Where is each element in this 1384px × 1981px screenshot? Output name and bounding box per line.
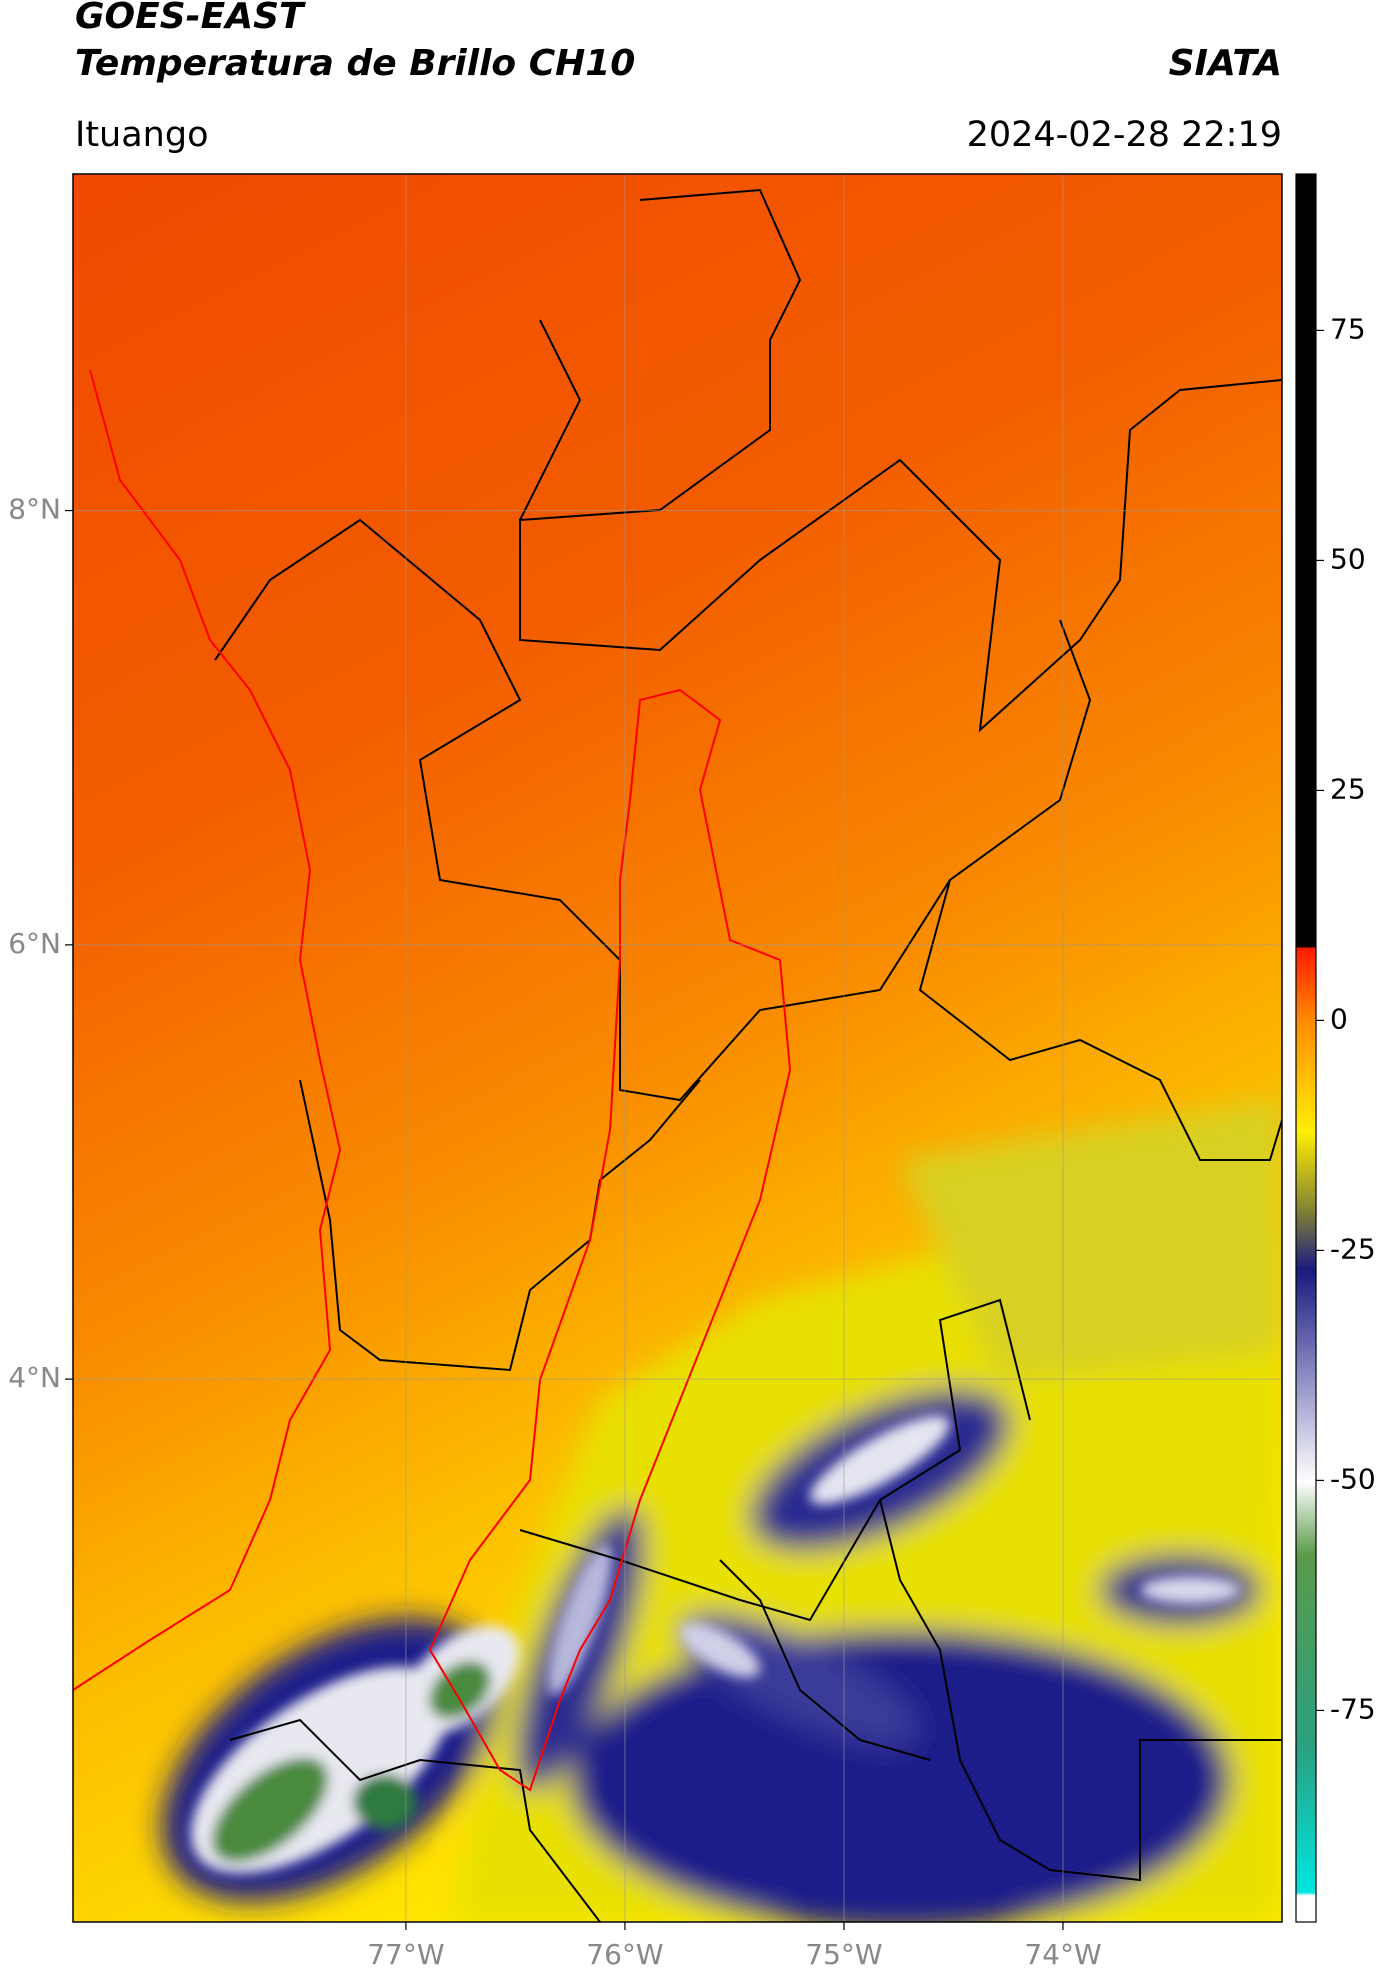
- graticule: [73, 174, 1282, 1922]
- colorbar-tick-label: 0: [1330, 1002, 1348, 1035]
- x-tick-label: 77°W: [367, 1938, 444, 1971]
- borders: [214, 188, 1282, 1922]
- brand: SIATA: [1169, 43, 1282, 84]
- title: GOES-EAST: [75, 0, 306, 37]
- colorbar-tick-label: -25: [1330, 1232, 1376, 1265]
- x-tick-label: 74°W: [1024, 1938, 1101, 1971]
- satellite-image: [73, 174, 1282, 1922]
- y-tick-label: 6°N: [8, 927, 61, 960]
- x-tick-label: 76°W: [586, 1938, 663, 1971]
- location: Ituango: [75, 115, 209, 155]
- map-frame: [72, 173, 1283, 1923]
- timestamp: 2024-02-28 22:19: [967, 115, 1282, 155]
- y-tick-label: 4°N: [8, 1361, 61, 1394]
- y-tick-label: 8°N: [8, 493, 61, 526]
- colorbar-tick-label: -75: [1330, 1692, 1376, 1725]
- colorbar-tick-label: 50: [1330, 542, 1366, 575]
- basin-outline: [73, 369, 792, 1792]
- x-tick-label: 75°W: [805, 1938, 882, 1971]
- colorbar: [1295, 173, 1317, 1923]
- colorbar-tick-label: 25: [1330, 772, 1366, 805]
- subtitle: Temperatura de Brillo CH10: [75, 43, 635, 84]
- colorbar-tick-label: 75: [1330, 312, 1366, 345]
- colorbar-tick-label: -50: [1330, 1462, 1376, 1495]
